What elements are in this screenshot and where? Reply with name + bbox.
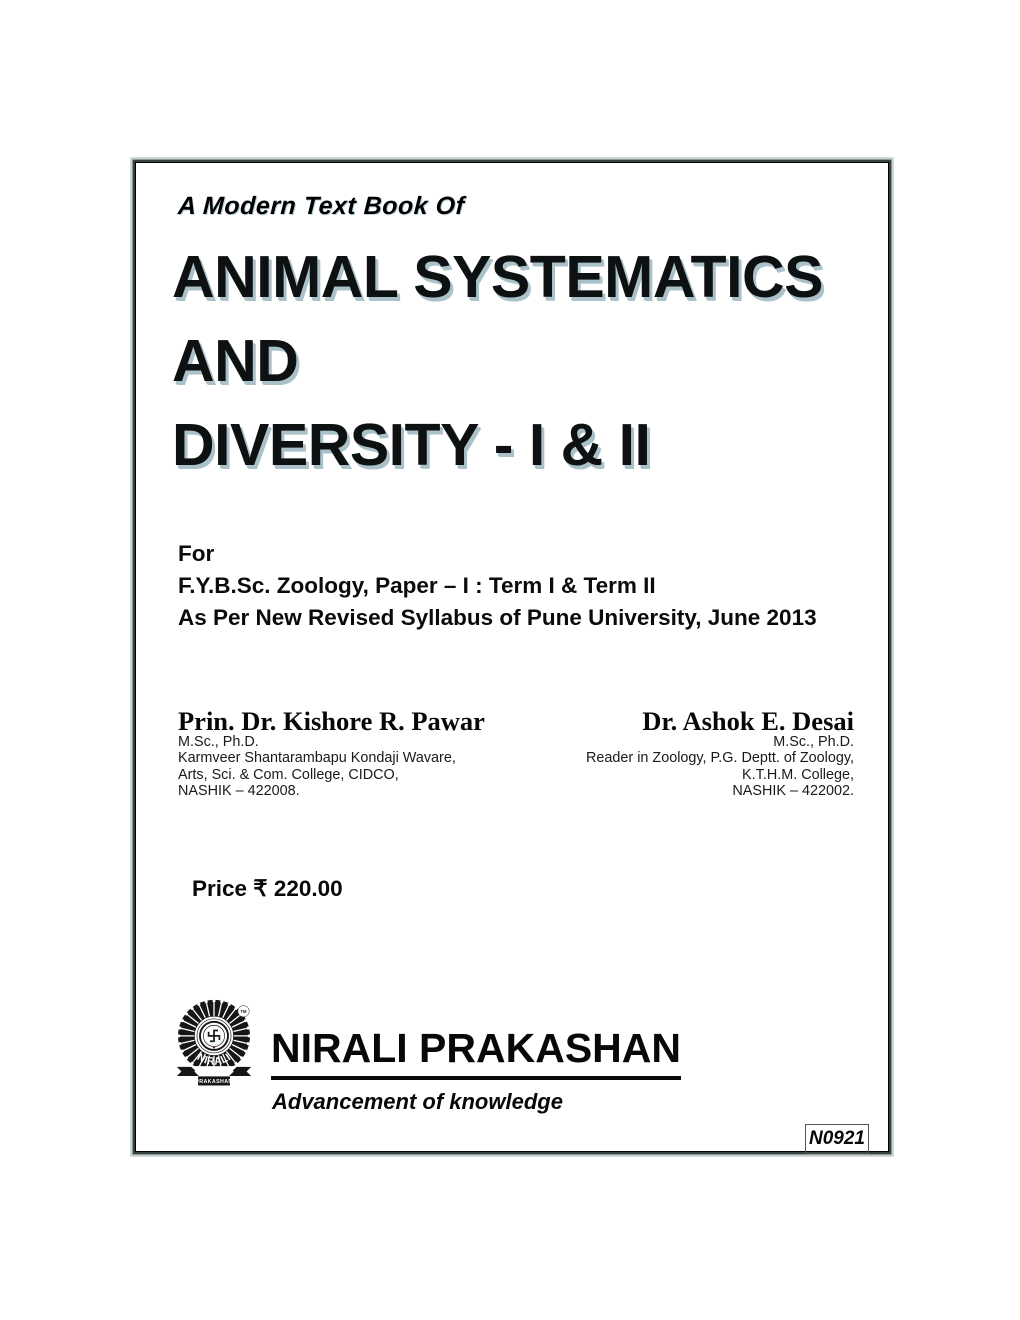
- svg-text:TM: TM: [241, 1009, 248, 1014]
- svg-text:PRAKASHAN: PRAKASHAN: [195, 1079, 232, 1085]
